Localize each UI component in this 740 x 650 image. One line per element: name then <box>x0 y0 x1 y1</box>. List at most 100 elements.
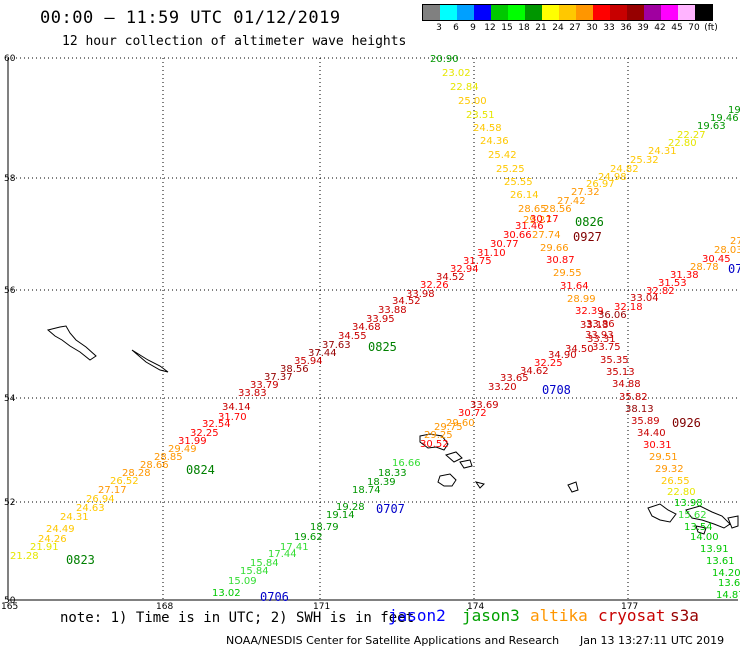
wave-height-value: 27.6 <box>730 236 740 247</box>
latitude-label: 52 <box>4 498 15 508</box>
wave-height-value: 34.14 <box>222 402 251 413</box>
wave-height-value: 18.39 <box>367 477 396 488</box>
wave-height-value: 37.63 <box>322 340 351 351</box>
wave-height-value: 32.25 <box>190 428 219 439</box>
legend-label: 15 <box>501 23 513 33</box>
wave-height-value: 33.88 <box>378 305 407 316</box>
latitude-label: 58 <box>4 174 16 184</box>
legend-swatch <box>440 5 457 20</box>
legend-swatch <box>457 5 474 20</box>
legend-swatch <box>593 5 610 20</box>
wave-height-value: 21.91 <box>30 542 59 553</box>
wave-height-value: 31.10 <box>477 248 506 259</box>
wave-height-value: 19.1 <box>728 105 740 116</box>
legend-swatch <box>695 5 712 20</box>
legend-label: 24 <box>552 23 564 33</box>
wave-height-value: 17.41 <box>280 542 309 553</box>
wave-height-value: 32.82 <box>646 286 675 297</box>
longitude-label: 165 <box>1 602 18 612</box>
wave-height-value: 27.17 <box>98 485 127 496</box>
wave-height-value: 19.46 <box>710 113 739 124</box>
wave-height-value: 24.58 <box>473 123 502 134</box>
legend-swatch <box>491 5 508 20</box>
legend-swatch <box>542 5 559 20</box>
credit-text: NOAA/NESDIS Center for Satellite Applica… <box>226 634 560 647</box>
wave-height-value: 30.77 <box>490 239 519 250</box>
pass-time-label: 0707 <box>728 262 740 276</box>
wave-height-value: 15.84 <box>250 558 279 569</box>
legend-label: 36 <box>620 23 632 33</box>
wave-height-value: 24.82 <box>610 164 639 175</box>
color-legend: 3 6 9 12 15 18 21 24 27 30 33 36 39 42 45 70 (ft) <box>422 4 718 35</box>
legend-label: 12 <box>484 23 496 33</box>
wave-height-value: 30.31 <box>643 440 672 451</box>
wave-height-value: 14.00 <box>690 532 719 543</box>
wave-height-value: 29.32 <box>655 464 684 475</box>
pass-time-label: 0824 <box>186 463 215 477</box>
wave-height-value: 33.86 <box>586 319 615 330</box>
wave-height-value: 28.65 <box>518 204 547 215</box>
wave-height-value: 38.13 <box>625 404 654 415</box>
latitude-label: 54 <box>4 394 16 404</box>
pass-time-label: 0927 <box>573 230 602 244</box>
legend-label: 33 <box>603 23 615 33</box>
wave-height-value: 15.84 <box>240 566 269 577</box>
longitude-label: 177 <box>621 602 638 612</box>
wave-height-value: 33.65 <box>500 373 529 384</box>
wave-height-value: 26.97 <box>586 179 615 190</box>
wave-height-value: 26.94 <box>86 494 115 505</box>
legend-label: 27 <box>569 23 581 33</box>
wave-height-value: 24.63 <box>76 503 105 514</box>
wave-height-value: 23.02 <box>442 68 471 79</box>
wave-height-value: 33.75 <box>592 342 621 353</box>
wave-height-value: 26.52 <box>110 476 139 487</box>
pass-time-label: 0823 <box>66 553 95 567</box>
wave-height-value: 35.13 <box>606 367 635 378</box>
wave-height-value: 25.00 <box>458 96 487 107</box>
wave-height-value: 33.31 <box>587 334 616 345</box>
legend-label: 3 <box>436 23 442 33</box>
satellite-jason2: jason2 <box>388 606 446 625</box>
wave-height-value: 33.04 <box>630 293 659 304</box>
wave-height-value: 31.70 <box>218 412 247 423</box>
wave-height-value: 33.13 <box>580 320 609 331</box>
wave-height-value: 30.66 <box>503 230 532 241</box>
latitude-label: 60 <box>4 54 16 64</box>
wave-height-value: 26.14 <box>510 190 539 201</box>
wave-height-value: 24.31 <box>648 146 677 157</box>
wave-height-value: 19.28 <box>336 502 365 513</box>
wave-height-value: 32.25 <box>534 358 563 369</box>
legend-swatch <box>627 5 644 20</box>
wave-height-value: 23.51 <box>466 110 495 121</box>
wave-height-value: 33.20 <box>488 382 517 393</box>
legend-label: (ft) <box>704 23 718 33</box>
altimeter-tracks: 20.90 23.02 22.84 25.00 23.51 24.58 24.36 25.42… <box>10 54 740 601</box>
map-subtitle: 12 hour collection of altimeter wave hei… <box>62 34 407 49</box>
pass-time-label: 0706 <box>260 590 289 604</box>
wave-height-value: 16.66 <box>392 458 421 469</box>
wave-height-value: 30.17 <box>530 214 559 225</box>
legend-swatch <box>678 5 695 20</box>
legend-swatch <box>644 5 661 20</box>
wave-height-value: 31.53 <box>658 278 687 289</box>
wave-height-value: 28.28 <box>122 468 151 479</box>
wave-height-value: 15.62 <box>678 510 707 521</box>
wave-height-value: 34.52 <box>436 272 465 283</box>
wave-height-value: 30.72 <box>458 408 487 419</box>
wave-height-value: 20.90 <box>430 54 459 65</box>
wave-height-value: 29.75 <box>434 422 463 433</box>
wave-height-value: 29.66 <box>540 243 569 254</box>
wave-height-value: 21.28 <box>10 551 39 562</box>
wave-height-value: 35.35 <box>600 355 629 366</box>
legend-label: 42 <box>654 23 666 33</box>
legend-swatch <box>559 5 576 20</box>
pass-time-label: 0707 <box>376 502 405 516</box>
wave-height-value: 24.49 <box>46 524 75 535</box>
wave-height-value: 26.55 <box>661 476 690 487</box>
wave-height-value: 29.27 <box>523 215 552 226</box>
wave-height-value: 14.87 <box>716 590 740 601</box>
wave-height-value: 34.62 <box>520 366 549 377</box>
wave-height-value: 24.31 <box>60 512 89 523</box>
wave-height-value: 17.44 <box>268 549 297 560</box>
